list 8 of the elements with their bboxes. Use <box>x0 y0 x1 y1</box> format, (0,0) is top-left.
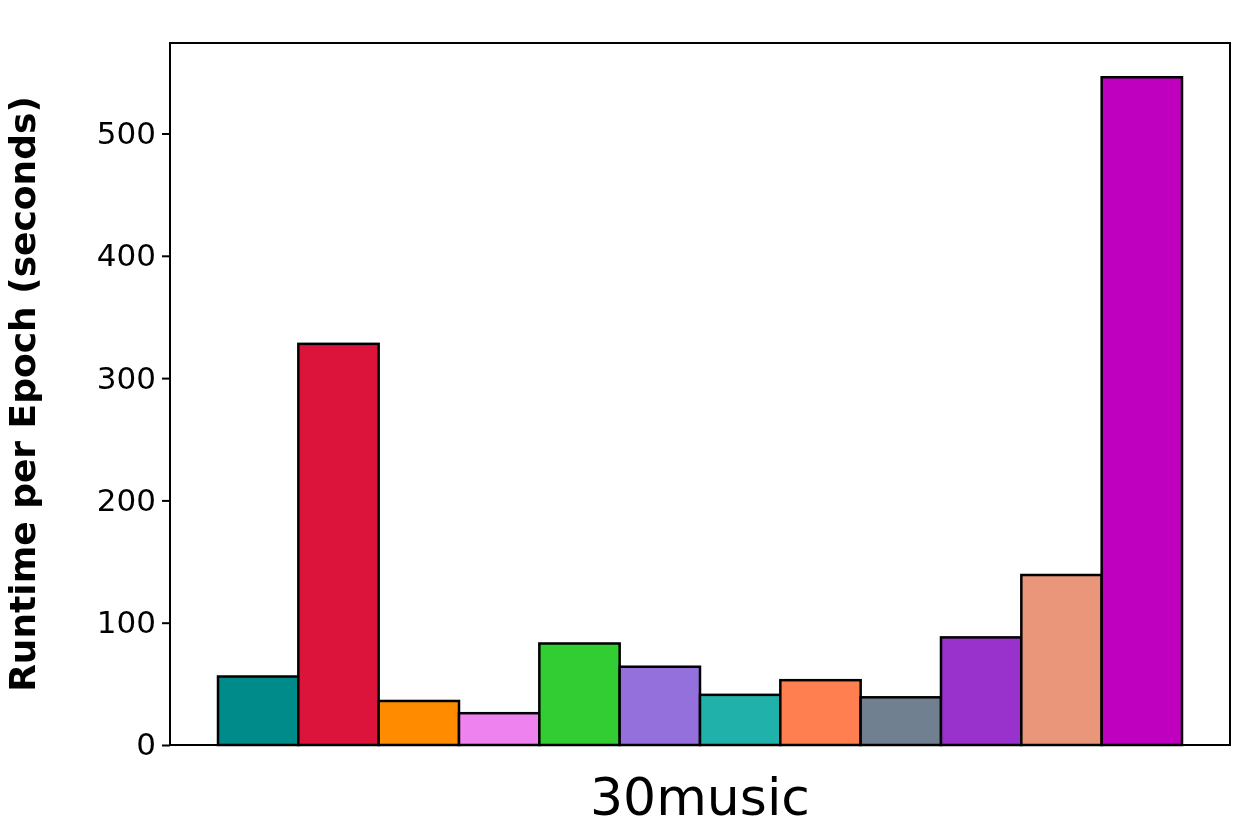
y-tick-label: 0 <box>136 726 156 763</box>
y-tick-label: 300 <box>96 359 156 396</box>
y-axis-title: Runtime per Epoch (seconds) <box>2 96 43 692</box>
y-tick-label: 200 <box>96 481 156 518</box>
y-tick-label: 400 <box>96 237 156 274</box>
y-tick-label: 500 <box>96 114 156 151</box>
x-axis-title: 30music <box>590 767 810 825</box>
y-tick-label: 100 <box>96 604 156 641</box>
